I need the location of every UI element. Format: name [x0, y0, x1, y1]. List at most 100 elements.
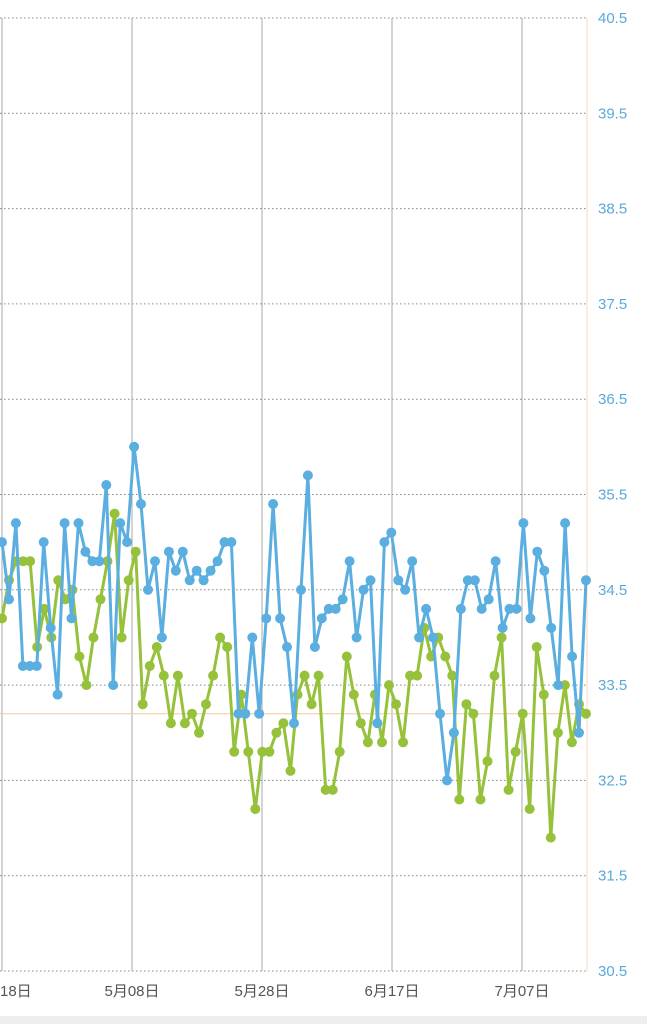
data-point	[468, 708, 479, 719]
data-point	[503, 784, 514, 795]
data-point	[261, 613, 272, 624]
y-tick-label: 34.5	[598, 582, 627, 599]
data-point	[531, 642, 542, 652]
data-point	[191, 565, 202, 576]
data-point	[546, 622, 557, 633]
data-point	[268, 499, 279, 509]
data-point	[115, 518, 126, 529]
data-point	[136, 499, 146, 509]
data-point	[358, 584, 369, 595]
data-point	[428, 632, 438, 643]
data-point	[379, 537, 390, 548]
data-point	[108, 680, 119, 691]
data-point	[581, 575, 591, 586]
data-point	[455, 603, 466, 614]
y-tick-label: 38.5	[598, 201, 627, 218]
data-point	[497, 622, 508, 633]
data-point	[80, 546, 91, 557]
x-tick-label: 5月08日	[104, 983, 159, 1000]
series-green-line	[0, 513, 588, 838]
data-point	[285, 765, 296, 776]
data-point	[504, 603, 515, 614]
data-point	[440, 651, 451, 662]
data-point	[320, 784, 331, 795]
y-tick-label: 35.5	[598, 487, 627, 504]
data-point	[208, 670, 219, 681]
data-point	[163, 546, 174, 557]
data-point	[316, 613, 327, 624]
y-tick-label: 39.5	[598, 105, 627, 122]
data-point	[377, 737, 387, 748]
data-point	[129, 441, 140, 452]
data-point	[52, 689, 63, 700]
data-point	[39, 603, 50, 614]
data-point	[59, 518, 70, 529]
data-point	[198, 575, 209, 586]
data-point	[539, 565, 550, 576]
data-point	[412, 670, 423, 681]
data-point	[143, 584, 153, 595]
data-point	[323, 603, 334, 614]
data-point	[247, 632, 258, 643]
data-point	[405, 670, 416, 681]
data-point	[511, 603, 522, 614]
data-point	[87, 556, 98, 567]
data-point	[123, 575, 134, 586]
data-point	[454, 794, 465, 805]
data-point	[150, 556, 160, 567]
data-point	[351, 632, 362, 643]
data-point	[215, 632, 226, 643]
data-point	[88, 632, 99, 643]
data-point	[289, 718, 299, 729]
data-point	[365, 575, 376, 586]
data-point	[341, 651, 352, 662]
data-point	[306, 699, 317, 710]
data-point	[243, 746, 254, 757]
y-tick-label: 32.5	[598, 772, 627, 789]
x-tick-label: 6月17日	[364, 983, 419, 1000]
data-point	[337, 594, 348, 605]
data-point	[158, 670, 169, 681]
y-tick-label: 36.5	[598, 391, 627, 408]
data-point	[194, 727, 204, 738]
data-point	[179, 718, 190, 729]
data-point	[257, 746, 268, 757]
data-point	[222, 642, 233, 652]
data-point	[302, 470, 313, 481]
data-point	[496, 632, 507, 643]
data-point	[0, 537, 7, 548]
data-point	[177, 546, 188, 557]
data-point	[518, 518, 529, 529]
data-point	[362, 737, 373, 748]
data-point	[545, 832, 556, 843]
data-point	[81, 680, 92, 691]
data-point	[560, 518, 571, 529]
y-tick-label: 30.5	[598, 963, 627, 980]
data-point	[538, 689, 549, 700]
data-point	[205, 565, 216, 576]
data-point	[172, 670, 183, 681]
data-point	[574, 727, 584, 738]
data-point	[0, 613, 7, 624]
data-point	[233, 708, 244, 719]
data-point	[566, 737, 577, 748]
data-point	[170, 565, 181, 576]
data-point	[299, 670, 310, 681]
data-point	[400, 584, 411, 595]
data-point	[38, 537, 49, 548]
data-point	[398, 737, 409, 748]
data-point	[344, 556, 355, 567]
data-point	[447, 670, 458, 681]
data-point	[165, 718, 176, 729]
data-point	[327, 784, 338, 795]
data-point	[31, 661, 42, 671]
data-point	[469, 575, 480, 586]
data-point	[421, 603, 432, 614]
data-point	[393, 575, 404, 586]
data-point	[212, 556, 223, 567]
data-point	[448, 727, 459, 738]
data-point	[461, 699, 472, 710]
horizontal-gridlines	[0, 17, 587, 972]
data-point	[552, 727, 563, 738]
